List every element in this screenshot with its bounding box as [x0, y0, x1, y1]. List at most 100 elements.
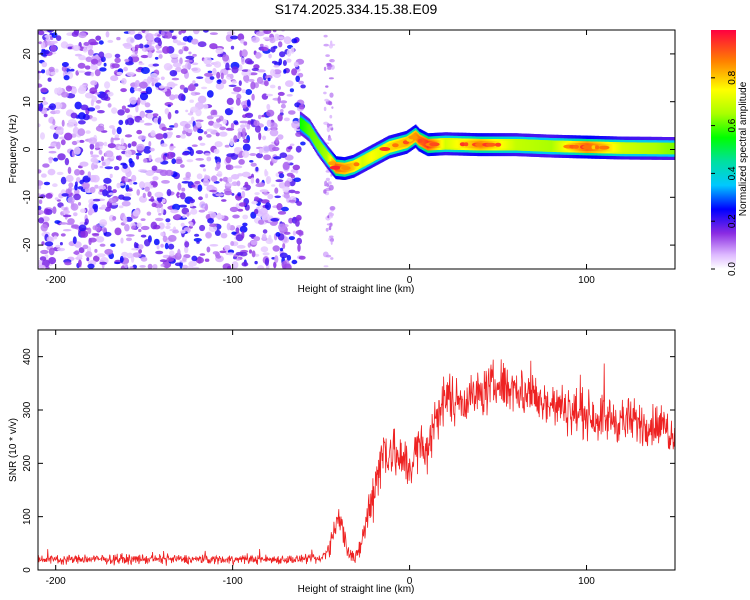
- ridge-segment: [326, 152, 328, 161]
- y-tick-label: 300: [22, 401, 33, 418]
- noise-blob: [96, 253, 106, 258]
- noise-blob: [262, 72, 267, 81]
- noise-blob: [144, 122, 153, 126]
- ridge-segment: [360, 158, 363, 166]
- noise-blob: [107, 103, 112, 108]
- noise-blob: [151, 78, 159, 84]
- noise-blob: [148, 154, 152, 162]
- noise-blob: [95, 35, 102, 41]
- ridge-segment: [668, 144, 671, 153]
- noise-blob: [241, 171, 251, 178]
- ridge-segment: [350, 163, 352, 171]
- noise-blob: [209, 211, 217, 219]
- noise-blob: [213, 148, 220, 154]
- noise-blob: [60, 233, 66, 237]
- noise-blob: [147, 51, 153, 59]
- noise-blob: [211, 114, 221, 118]
- noise-blob: [294, 190, 301, 194]
- ridge-segment: [424, 139, 427, 148]
- noise-blob: [114, 261, 121, 265]
- noise-blob: [328, 184, 334, 191]
- noise-blob: [103, 141, 108, 147]
- noise-blob: [199, 164, 206, 168]
- noise-blob: [325, 177, 330, 182]
- noise-blob: [265, 74, 273, 80]
- noise-blob: [330, 257, 334, 260]
- ridge-segment: [551, 142, 553, 150]
- noise-blob: [152, 264, 158, 269]
- ridge-segment: [632, 144, 635, 152]
- ridge-segment: [519, 141, 521, 149]
- noise-blob: [185, 109, 189, 113]
- noise-blob: [202, 168, 207, 172]
- ridge-segment: [525, 141, 528, 149]
- ridge-segment: [379, 148, 382, 156]
- noise-blob: [233, 120, 239, 125]
- ridge-segment: [526, 141, 528, 149]
- noise-blob: [330, 43, 336, 47]
- noise-blob: [74, 101, 82, 110]
- ridge-segment: [547, 142, 550, 150]
- y-tick-label: 10: [22, 96, 33, 108]
- ridge-segment: [634, 144, 636, 152]
- noise-blob: [139, 265, 146, 268]
- noise-blob: [278, 173, 285, 179]
- noise-blob: [142, 158, 148, 163]
- ridge-segment: [560, 142, 562, 151]
- noise-blob: [191, 116, 195, 122]
- noise-blob: [125, 234, 135, 237]
- noise-blob: [40, 224, 48, 232]
- ridge-segment: [365, 155, 367, 164]
- noise-blob: [155, 133, 164, 140]
- noise-blob: [158, 54, 163, 59]
- ridge-segment: [537, 141, 539, 150]
- noise-blob: [55, 68, 59, 73]
- noise-blob: [61, 206, 65, 210]
- noise-blob: [137, 97, 141, 105]
- x-tick-label: -200: [46, 275, 66, 286]
- noise-blob: [76, 139, 80, 144]
- noise-blob: [38, 193, 42, 196]
- noise-blob: [271, 60, 278, 64]
- noise-blob: [283, 36, 292, 45]
- noise-blob: [295, 219, 300, 227]
- noise-blob: [55, 244, 61, 248]
- noise-blob: [235, 227, 240, 234]
- y-tick-label: 100: [22, 508, 33, 525]
- noise-blob: [142, 47, 146, 52]
- noise-blob: [48, 150, 57, 154]
- noise-blob: [192, 53, 197, 57]
- ridge-segment: [468, 140, 470, 149]
- noise-blob: [273, 261, 277, 269]
- noise-blob: [264, 80, 269, 87]
- noise-blob: [50, 143, 57, 147]
- ridge-segment: [647, 144, 650, 153]
- noise-blob: [277, 211, 287, 215]
- noise-blob: [178, 93, 185, 101]
- noise-blob: [172, 62, 182, 68]
- noise-blob: [90, 157, 98, 163]
- noise-blob: [167, 131, 173, 136]
- noise-blob: [223, 245, 231, 250]
- noise-blob: [191, 62, 199, 66]
- noise-blob: [275, 179, 284, 183]
- noise-blob: [177, 182, 182, 191]
- noise-blob: [282, 60, 287, 66]
- noise-blob: [70, 203, 79, 211]
- noise-blob: [163, 63, 173, 71]
- noise-blob: [209, 43, 218, 50]
- noise-blob: [204, 152, 211, 156]
- noise-blob: [239, 251, 248, 257]
- noise-blob: [282, 162, 290, 170]
- noise-blob: [323, 265, 329, 268]
- ridge-segment: [652, 144, 654, 153]
- ridge-segment: [553, 142, 556, 150]
- noise-blob: [40, 87, 48, 93]
- noise-blob: [189, 221, 194, 227]
- noise-blob: [254, 260, 258, 265]
- noise-blob: [233, 86, 242, 93]
- noise-blob: [183, 46, 189, 52]
- noise-blob: [45, 37, 51, 42]
- noise-blob: [119, 255, 124, 263]
- noise-blob: [231, 261, 239, 269]
